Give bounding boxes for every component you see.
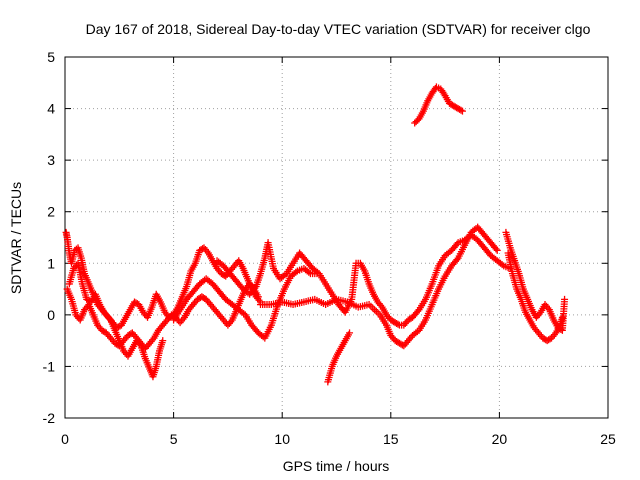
x-tick-label: 0 [61,431,69,447]
axis-ticks: 0 5 10 15 20 25 -2 -1 0 1 2 3 4 5 [43,49,616,447]
data-point [458,107,466,115]
data-point-interp [498,261,506,269]
data-point [493,246,501,254]
series-sat-track-e [213,231,514,329]
data-point [254,293,262,301]
y-tick-label: -1 [43,358,56,374]
x-axis-label: GPS time / hours [283,458,390,474]
y-tick-label: 2 [47,204,55,220]
chart-title: Day 167 of 2018, Sidereal Day-to-day VTE… [86,21,591,37]
series-sat-track-i [502,228,569,334]
data-point-interp [492,245,500,253]
x-tick-label: 15 [383,431,399,447]
y-tick-label: 5 [47,49,55,65]
data-point-interp [251,284,259,292]
x-tick-label: 5 [170,431,178,447]
data-point [346,329,354,337]
data-point-interp [457,106,465,114]
series-sat-track-b [65,244,264,332]
data-point-interp [394,320,402,328]
x-tick-label: 20 [492,431,508,447]
series-sat-track-j [504,249,566,345]
y-axis-label: SDTVAR / TECUs [8,182,24,294]
y-tick-label: 0 [47,307,55,323]
data-point [159,337,167,345]
data-point-interp [440,90,448,98]
series-sat-track-f [256,223,501,350]
data-point-interp [305,268,313,276]
data-point-interp [453,256,461,264]
series-sat-track-c [63,280,262,352]
data-point [561,295,569,303]
series-sat-track-h [411,83,466,127]
series-sat-track-g [324,329,354,386]
data-point-interp [292,268,300,276]
x-tick-label: 10 [274,431,290,447]
x-tick-label: 25 [600,431,616,447]
data-points [62,83,569,386]
data-point-interp [414,307,422,315]
y-tick-label: 4 [47,101,55,117]
y-tick-label: -2 [43,410,56,426]
data-point [558,313,566,321]
y-tick-label: 3 [47,152,55,168]
y-tick-label: 1 [47,255,55,271]
